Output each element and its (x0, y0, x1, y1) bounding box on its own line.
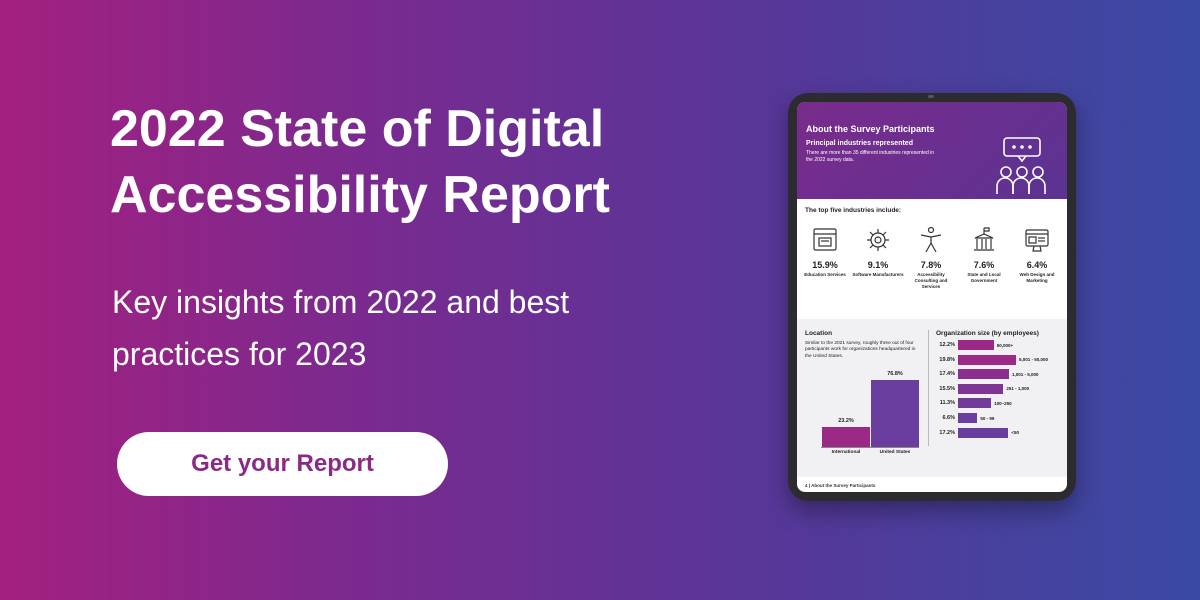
people-chat-icon (996, 137, 1046, 194)
org-size-label: 5,001 - 50,000 (1019, 357, 1049, 363)
org-size-bar (958, 413, 978, 423)
org-size-row: 11.3% 100–250 (936, 398, 1012, 409)
org-size-value: 19.8% (939, 356, 955, 363)
location-bar-value: 76.8% (887, 371, 903, 377)
org-size-label: <50 (1011, 430, 1020, 436)
industry-label: Software Manufacturers (852, 272, 904, 277)
industry-label: State and Local Government (967, 272, 1001, 283)
report-header-subtitle: Principal industries represented (806, 140, 913, 147)
industry-item: 7.6% State and Local Government (958, 226, 1010, 284)
location-bar-label: United States (879, 450, 911, 455)
org-size-bar (958, 340, 994, 350)
org-size-row: 6.6% 50 - 99 (936, 413, 994, 423)
report-footer: 4 | About the Survey Participants (805, 483, 876, 488)
org-size-row: 15.5% 251 - 1,000 (936, 383, 1030, 394)
org-size-row: 17.4% 1,001 - 5,000 (936, 369, 1039, 380)
report-header-desc: There are more than 35 different industr… (806, 150, 935, 163)
org-size-row: 17.2% <50 (936, 427, 1020, 438)
industry-item: 15.9% Education Services (799, 226, 851, 278)
accessibility-person-icon (920, 226, 942, 253)
report-header: About the Survey Participants Principal … (797, 102, 1067, 199)
top-five-heading: The top five industries include: (805, 207, 902, 214)
org-size-bar (958, 383, 1004, 394)
org-size-value: 6.6% (942, 415, 955, 421)
industry-label: Web Design and Marketing (1019, 272, 1055, 283)
org-size-row: 12.2% 50,000+ (936, 340, 1013, 350)
browser-icon (813, 228, 837, 251)
stats-panel (797, 319, 1067, 477)
report-header-title: About the Survey Participants (806, 124, 935, 134)
location-axis (821, 447, 919, 448)
org-size-bar (958, 354, 1016, 365)
org-size-row: 19.8% 5,001 - 50,000 (936, 354, 1049, 365)
org-size-label: 100–250 (994, 400, 1012, 406)
report-page-preview: About the Survey Participants Principal … (797, 102, 1067, 492)
org-size-bar (958, 369, 1009, 380)
org-size-value: 12.2% (939, 342, 955, 348)
org-size-value: 11.3% (939, 400, 955, 407)
industry-item: 6.4% Web Design and Marketing (1011, 226, 1063, 284)
tablet-mockup: About the Survey Participants Principal … (788, 93, 1076, 501)
industry-item: 9.1% Software Manufacturers (852, 226, 904, 278)
org-size-value: 15.5% (939, 385, 955, 392)
industry-value: 7.6% (973, 260, 995, 270)
location-desc: Similar to the 2021 survey, roughly thre… (805, 341, 916, 359)
location-bar (871, 380, 919, 447)
org-size-bar (958, 427, 1009, 438)
gear-icon (867, 229, 889, 251)
industry-value: 7.8% (920, 260, 942, 270)
org-size-value: 17.2% (939, 429, 955, 436)
location-bar (822, 426, 870, 447)
get-report-button[interactable]: Get your Report (117, 432, 448, 496)
section-divider (928, 330, 929, 446)
industry-label: Education Services (804, 272, 846, 277)
location-bar-value: 23.2% (838, 417, 854, 424)
industry-value: 9.1% (867, 260, 889, 270)
camera-icon (928, 95, 934, 98)
location-title: Location (805, 330, 833, 337)
industry-label: Accessibility Consulting and Services (914, 272, 948, 289)
org-size-label: 1,001 - 5,000 (1011, 371, 1039, 377)
industry-value: 6.4% (1026, 260, 1048, 270)
government-building-icon (974, 227, 994, 251)
org-size-bar (958, 398, 992, 409)
org-size-label: 50,000+ (996, 342, 1014, 348)
web-design-icon (1025, 229, 1049, 252)
industry-value: 15.9% (812, 260, 838, 270)
location-bar-label: International (831, 450, 861, 455)
org-size-label: 50 - 99 (980, 415, 995, 421)
page-title: 2022 State of Digital Accessibility Repo… (110, 100, 610, 224)
org-size-title: Organization size (by employees) (936, 330, 1039, 337)
org-size-label: 251 - 1,000 (1006, 386, 1030, 392)
org-size-value: 17.4% (939, 371, 955, 378)
industry-item: 7.8% Accessibility Consulting and Servic… (905, 226, 957, 290)
page-subtitle: Key insights from 2022 and best practice… (112, 284, 570, 372)
